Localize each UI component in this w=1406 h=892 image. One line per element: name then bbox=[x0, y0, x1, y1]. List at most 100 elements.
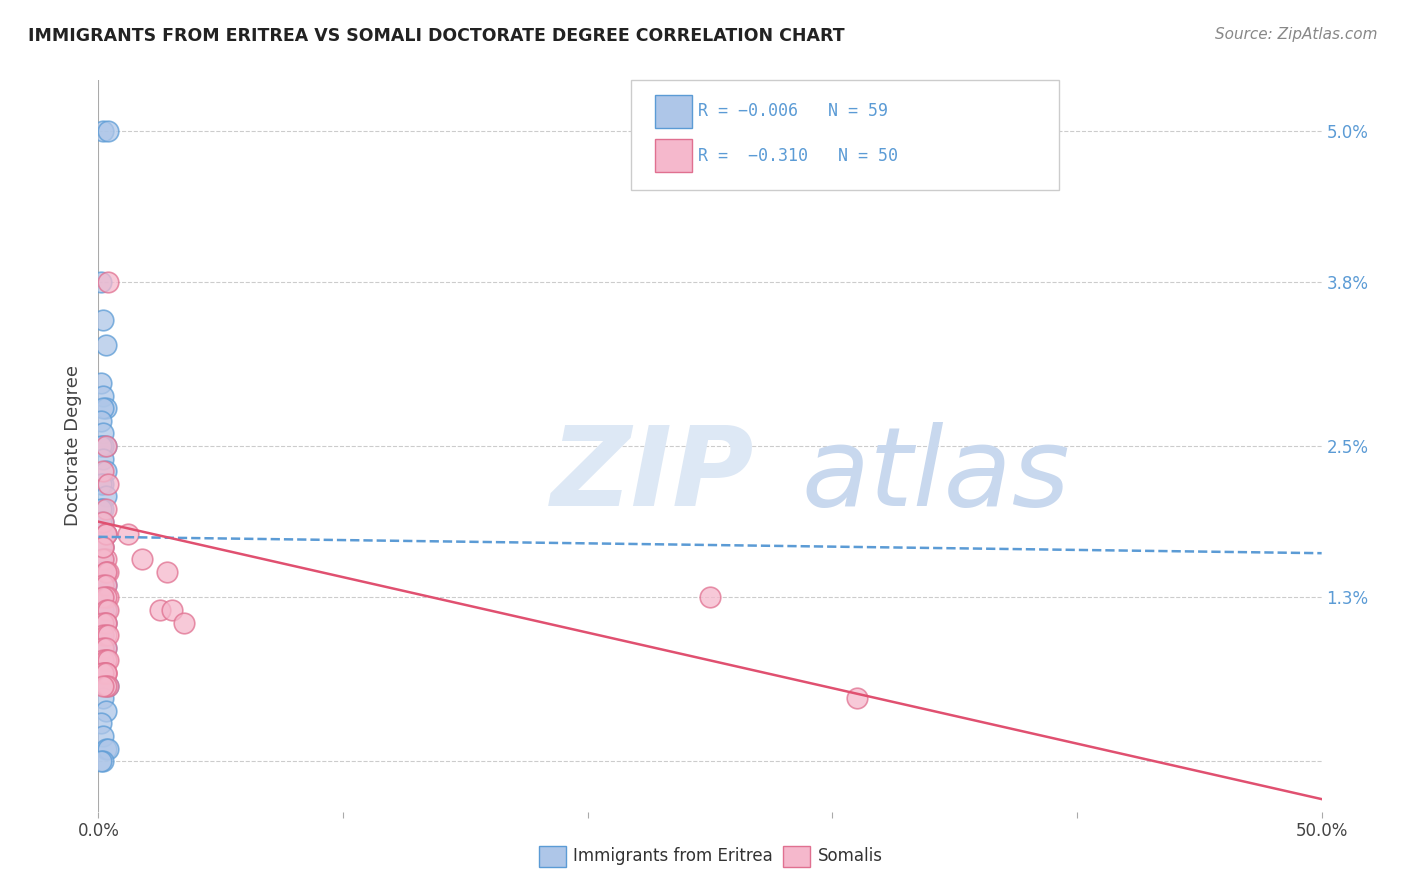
Text: IMMIGRANTS FROM ERITREA VS SOMALI DOCTORATE DEGREE CORRELATION CHART: IMMIGRANTS FROM ERITREA VS SOMALI DOCTOR… bbox=[28, 27, 845, 45]
Point bbox=[90, 665, 112, 680]
Point bbox=[94, 578, 117, 592]
Point bbox=[91, 540, 114, 554]
Point bbox=[97, 679, 120, 693]
Point bbox=[94, 615, 117, 630]
Point bbox=[91, 640, 114, 655]
Point bbox=[94, 565, 117, 579]
Point bbox=[97, 653, 120, 667]
Point bbox=[94, 653, 117, 667]
Y-axis label: Doctorate Degree: Doctorate Degree bbox=[65, 366, 83, 526]
Point bbox=[94, 665, 117, 680]
Point bbox=[91, 515, 114, 529]
Point bbox=[173, 615, 195, 630]
Point bbox=[90, 414, 112, 428]
Point bbox=[91, 426, 114, 441]
Point bbox=[97, 679, 120, 693]
Point bbox=[94, 603, 117, 617]
Bar bbox=[655, 95, 692, 128]
Point bbox=[97, 603, 120, 617]
Point bbox=[149, 603, 172, 617]
Point bbox=[97, 275, 120, 289]
Point bbox=[90, 716, 112, 731]
Point bbox=[90, 476, 112, 491]
Bar bbox=[655, 139, 692, 171]
Point bbox=[90, 615, 112, 630]
Point bbox=[94, 527, 117, 541]
Text: R = −0.006   N = 59: R = −0.006 N = 59 bbox=[697, 103, 887, 120]
Point bbox=[94, 615, 117, 630]
Point bbox=[94, 704, 117, 718]
Point bbox=[97, 741, 120, 756]
Point bbox=[90, 565, 112, 579]
Point bbox=[117, 527, 139, 541]
Text: Immigrants from Eritrea: Immigrants from Eritrea bbox=[574, 847, 773, 864]
Point bbox=[91, 653, 114, 667]
Point bbox=[91, 628, 114, 642]
Text: atlas: atlas bbox=[801, 422, 1070, 529]
Point bbox=[90, 376, 112, 390]
Point bbox=[91, 439, 114, 453]
Point bbox=[91, 578, 114, 592]
Point bbox=[90, 502, 112, 516]
Point bbox=[91, 565, 114, 579]
Point bbox=[91, 515, 114, 529]
Point bbox=[94, 640, 117, 655]
Text: R =  −0.310   N = 50: R = −0.310 N = 50 bbox=[697, 146, 898, 165]
Point bbox=[90, 591, 112, 605]
Point bbox=[91, 653, 114, 667]
Point bbox=[91, 679, 114, 693]
Point bbox=[91, 502, 114, 516]
Point bbox=[91, 729, 114, 743]
Point bbox=[91, 552, 114, 566]
Text: ZIP: ZIP bbox=[551, 422, 755, 529]
Point bbox=[94, 490, 117, 504]
Point bbox=[91, 476, 114, 491]
Point bbox=[97, 124, 120, 138]
Point bbox=[94, 578, 117, 592]
Point bbox=[90, 515, 112, 529]
Point bbox=[91, 603, 114, 617]
Point bbox=[91, 565, 114, 579]
Point bbox=[91, 691, 114, 706]
Point bbox=[91, 591, 114, 605]
Point bbox=[97, 565, 120, 579]
Point bbox=[91, 754, 114, 768]
Point bbox=[90, 754, 112, 768]
Point bbox=[91, 665, 114, 680]
Point bbox=[91, 313, 114, 327]
Point bbox=[97, 476, 120, 491]
Point bbox=[91, 464, 114, 478]
Point bbox=[97, 628, 120, 642]
Point bbox=[94, 603, 117, 617]
Point bbox=[94, 741, 117, 756]
Bar bbox=[538, 847, 565, 867]
Point bbox=[94, 565, 117, 579]
Point bbox=[94, 591, 117, 605]
Point bbox=[90, 540, 112, 554]
FancyBboxPatch shape bbox=[630, 80, 1059, 190]
Bar bbox=[783, 847, 810, 867]
Point bbox=[94, 679, 117, 693]
Point bbox=[91, 401, 114, 416]
Point bbox=[94, 653, 117, 667]
Text: Source: ZipAtlas.com: Source: ZipAtlas.com bbox=[1215, 27, 1378, 42]
Point bbox=[94, 679, 117, 693]
Point bbox=[91, 552, 114, 566]
Point bbox=[94, 552, 117, 566]
Point bbox=[94, 527, 117, 541]
Point bbox=[94, 665, 117, 680]
Point bbox=[94, 439, 117, 453]
Point bbox=[845, 691, 868, 706]
Point bbox=[90, 628, 112, 642]
Point bbox=[94, 665, 117, 680]
Point bbox=[699, 591, 721, 605]
Point bbox=[94, 439, 117, 453]
Point bbox=[91, 578, 114, 592]
Text: Somalis: Somalis bbox=[818, 847, 883, 864]
Point bbox=[131, 552, 153, 566]
Point bbox=[156, 565, 179, 579]
Point bbox=[94, 527, 117, 541]
Point bbox=[91, 591, 114, 605]
Point bbox=[94, 502, 117, 516]
Point bbox=[90, 552, 112, 566]
